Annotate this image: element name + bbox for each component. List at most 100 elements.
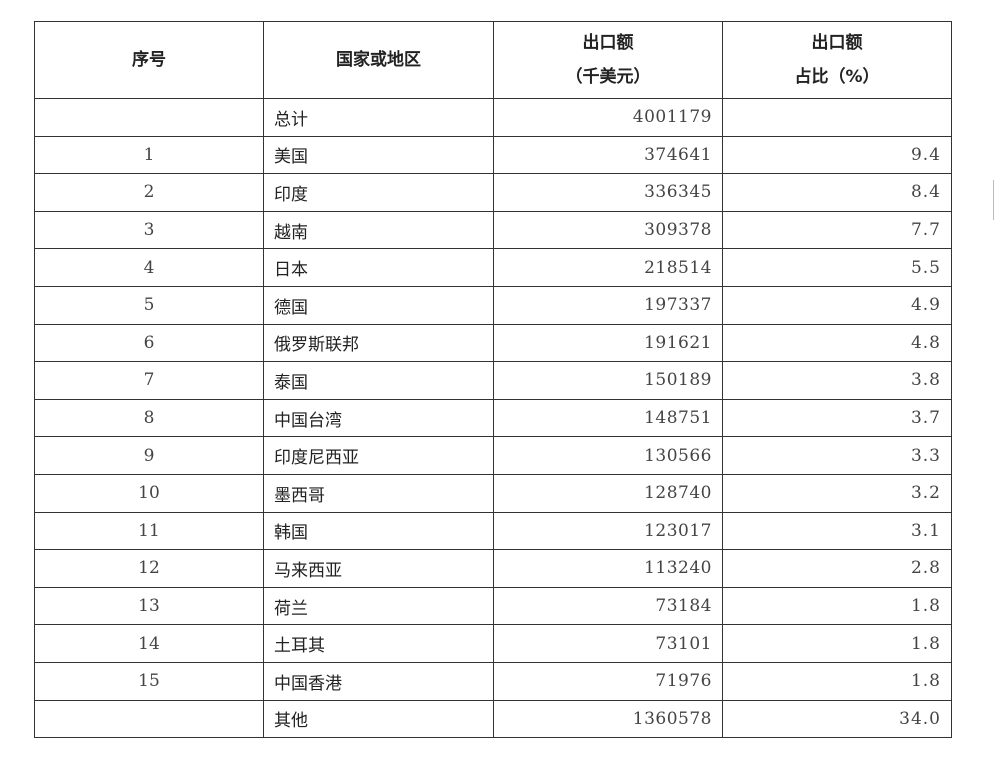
row-amount: 197337	[493, 285, 723, 325]
row-share: 3.8	[722, 361, 952, 400]
row-index: 8	[34, 398, 264, 438]
row-country: 土耳其	[263, 624, 494, 663]
table-row: 10 墨西哥 128740 3.2	[34, 473, 952, 513]
header-share: 出口额 占比（%）	[722, 21, 952, 99]
header-index-label: 序号	[132, 50, 166, 70]
row-index: 13	[34, 586, 264, 626]
row-country: 印度	[263, 173, 494, 212]
row-index: 2	[34, 173, 264, 212]
row-index: 9	[34, 436, 264, 475]
row-share: 1.8	[722, 661, 952, 701]
table-body: 总计 4001179 1 美国 374641 9.4 2 印度 336345 8…	[34, 98, 952, 739]
row-share: 34.0	[722, 699, 952, 739]
table-row: 1 美国 374641 9.4	[34, 135, 952, 175]
row-country: 韩国	[263, 511, 494, 551]
table-row: 8 中国台湾 148751 3.7	[34, 398, 952, 438]
table-row: 11 韩国 123017 3.1	[34, 511, 952, 551]
row-country: 墨西哥	[263, 473, 494, 513]
row-amount: 191621	[493, 323, 723, 363]
row-index: 3	[34, 210, 264, 250]
row-amount: 128740	[493, 473, 723, 513]
row-share: 4.8	[722, 323, 952, 363]
table-row: 3 越南 309378 7.7	[34, 210, 952, 250]
row-index	[34, 98, 264, 137]
row-index: 14	[34, 624, 264, 663]
table-row: 15 中国香港 71976 1.8	[34, 661, 952, 701]
table-row-total: 总计 4001179	[34, 98, 952, 137]
row-share: 3.3	[722, 436, 952, 475]
row-share: 4.9	[722, 285, 952, 325]
row-amount: 336345	[493, 173, 723, 212]
header-row: 序号 国家或地区 出口额 （千美元） 出口额 占比（%）	[34, 21, 952, 99]
row-index: 6	[34, 323, 264, 363]
row-country: 其他	[263, 699, 494, 739]
row-share: 3.1	[722, 511, 952, 551]
row-share: 2.8	[722, 549, 952, 588]
row-amount: 218514	[493, 248, 723, 287]
header-amount-line1: 出口额	[582, 33, 634, 53]
row-index: 12	[34, 549, 264, 588]
row-amount: 309378	[493, 210, 723, 250]
row-share: 5.5	[722, 248, 952, 287]
row-index: 10	[34, 473, 264, 513]
table-row: 4 日本 218514 5.5	[34, 248, 952, 287]
header-share-line1: 出口额	[811, 33, 863, 53]
row-index: 11	[34, 511, 264, 551]
row-country: 总计	[263, 98, 494, 137]
header-amount-line2: （千美元）	[565, 67, 651, 87]
table-row: 14 土耳其 73101 1.8	[34, 624, 952, 663]
row-share: 3.7	[722, 398, 952, 438]
row-index: 7	[34, 361, 264, 400]
row-country: 荷兰	[263, 586, 494, 626]
row-share: 9.4	[722, 135, 952, 175]
row-country: 德国	[263, 285, 494, 325]
row-country: 美国	[263, 135, 494, 175]
row-share: 1.8	[722, 624, 952, 663]
header-amount: 出口额 （千美元）	[493, 21, 723, 99]
row-amount: 148751	[493, 398, 723, 438]
row-country: 泰国	[263, 361, 494, 400]
row-amount: 1360578	[493, 699, 723, 739]
row-country: 日本	[263, 248, 494, 287]
row-amount: 4001179	[493, 98, 723, 137]
table-row: 2 印度 336345 8.4	[34, 173, 952, 212]
row-share	[722, 98, 952, 137]
row-index	[34, 699, 264, 739]
table-row-other: 其他 1360578 34.0	[34, 699, 952, 739]
row-amount: 130566	[493, 436, 723, 475]
table-row: 9 印度尼西亚 130566 3.3	[34, 436, 952, 475]
row-share: 1.8	[722, 586, 952, 626]
header-index: 序号	[34, 21, 264, 99]
header-country: 国家或地区	[263, 21, 494, 99]
row-country: 印度尼西亚	[263, 436, 494, 475]
export-table: 序号 国家或地区 出口额 （千美元） 出口额 占比（%） 总计 4001179 …	[34, 21, 952, 739]
row-amount: 150189	[493, 361, 723, 400]
row-country: 越南	[263, 210, 494, 250]
row-amount: 73184	[493, 586, 723, 626]
row-share: 3.2	[722, 473, 952, 513]
row-share: 8.4	[722, 173, 952, 212]
row-country: 中国台湾	[263, 398, 494, 438]
table-row: 5 德国 197337 4.9	[34, 285, 952, 325]
row-amount: 123017	[493, 511, 723, 551]
table-row: 12 马来西亚 113240 2.8	[34, 549, 952, 588]
table-row: 13 荷兰 73184 1.8	[34, 586, 952, 626]
table-row: 6 俄罗斯联邦 191621 4.8	[34, 323, 952, 363]
row-amount: 73101	[493, 624, 723, 663]
row-index: 4	[34, 248, 264, 287]
table-row: 7 泰国 150189 3.8	[34, 361, 952, 400]
header-country-label: 国家或地区	[336, 50, 421, 70]
row-country: 马来西亚	[263, 549, 494, 588]
row-country: 俄罗斯联邦	[263, 323, 494, 363]
row-index: 15	[34, 661, 264, 701]
row-index: 1	[34, 135, 264, 175]
table-header: 序号 国家或地区 出口额 （千美元） 出口额 占比（%）	[34, 21, 952, 99]
row-share: 7.7	[722, 210, 952, 250]
header-share-line2: 占比（%）	[794, 67, 880, 87]
page-edge	[993, 180, 1000, 220]
row-index: 5	[34, 285, 264, 325]
row-amount: 113240	[493, 549, 723, 588]
row-country: 中国香港	[263, 661, 494, 701]
row-amount: 71976	[493, 661, 723, 701]
row-amount: 374641	[493, 135, 723, 175]
